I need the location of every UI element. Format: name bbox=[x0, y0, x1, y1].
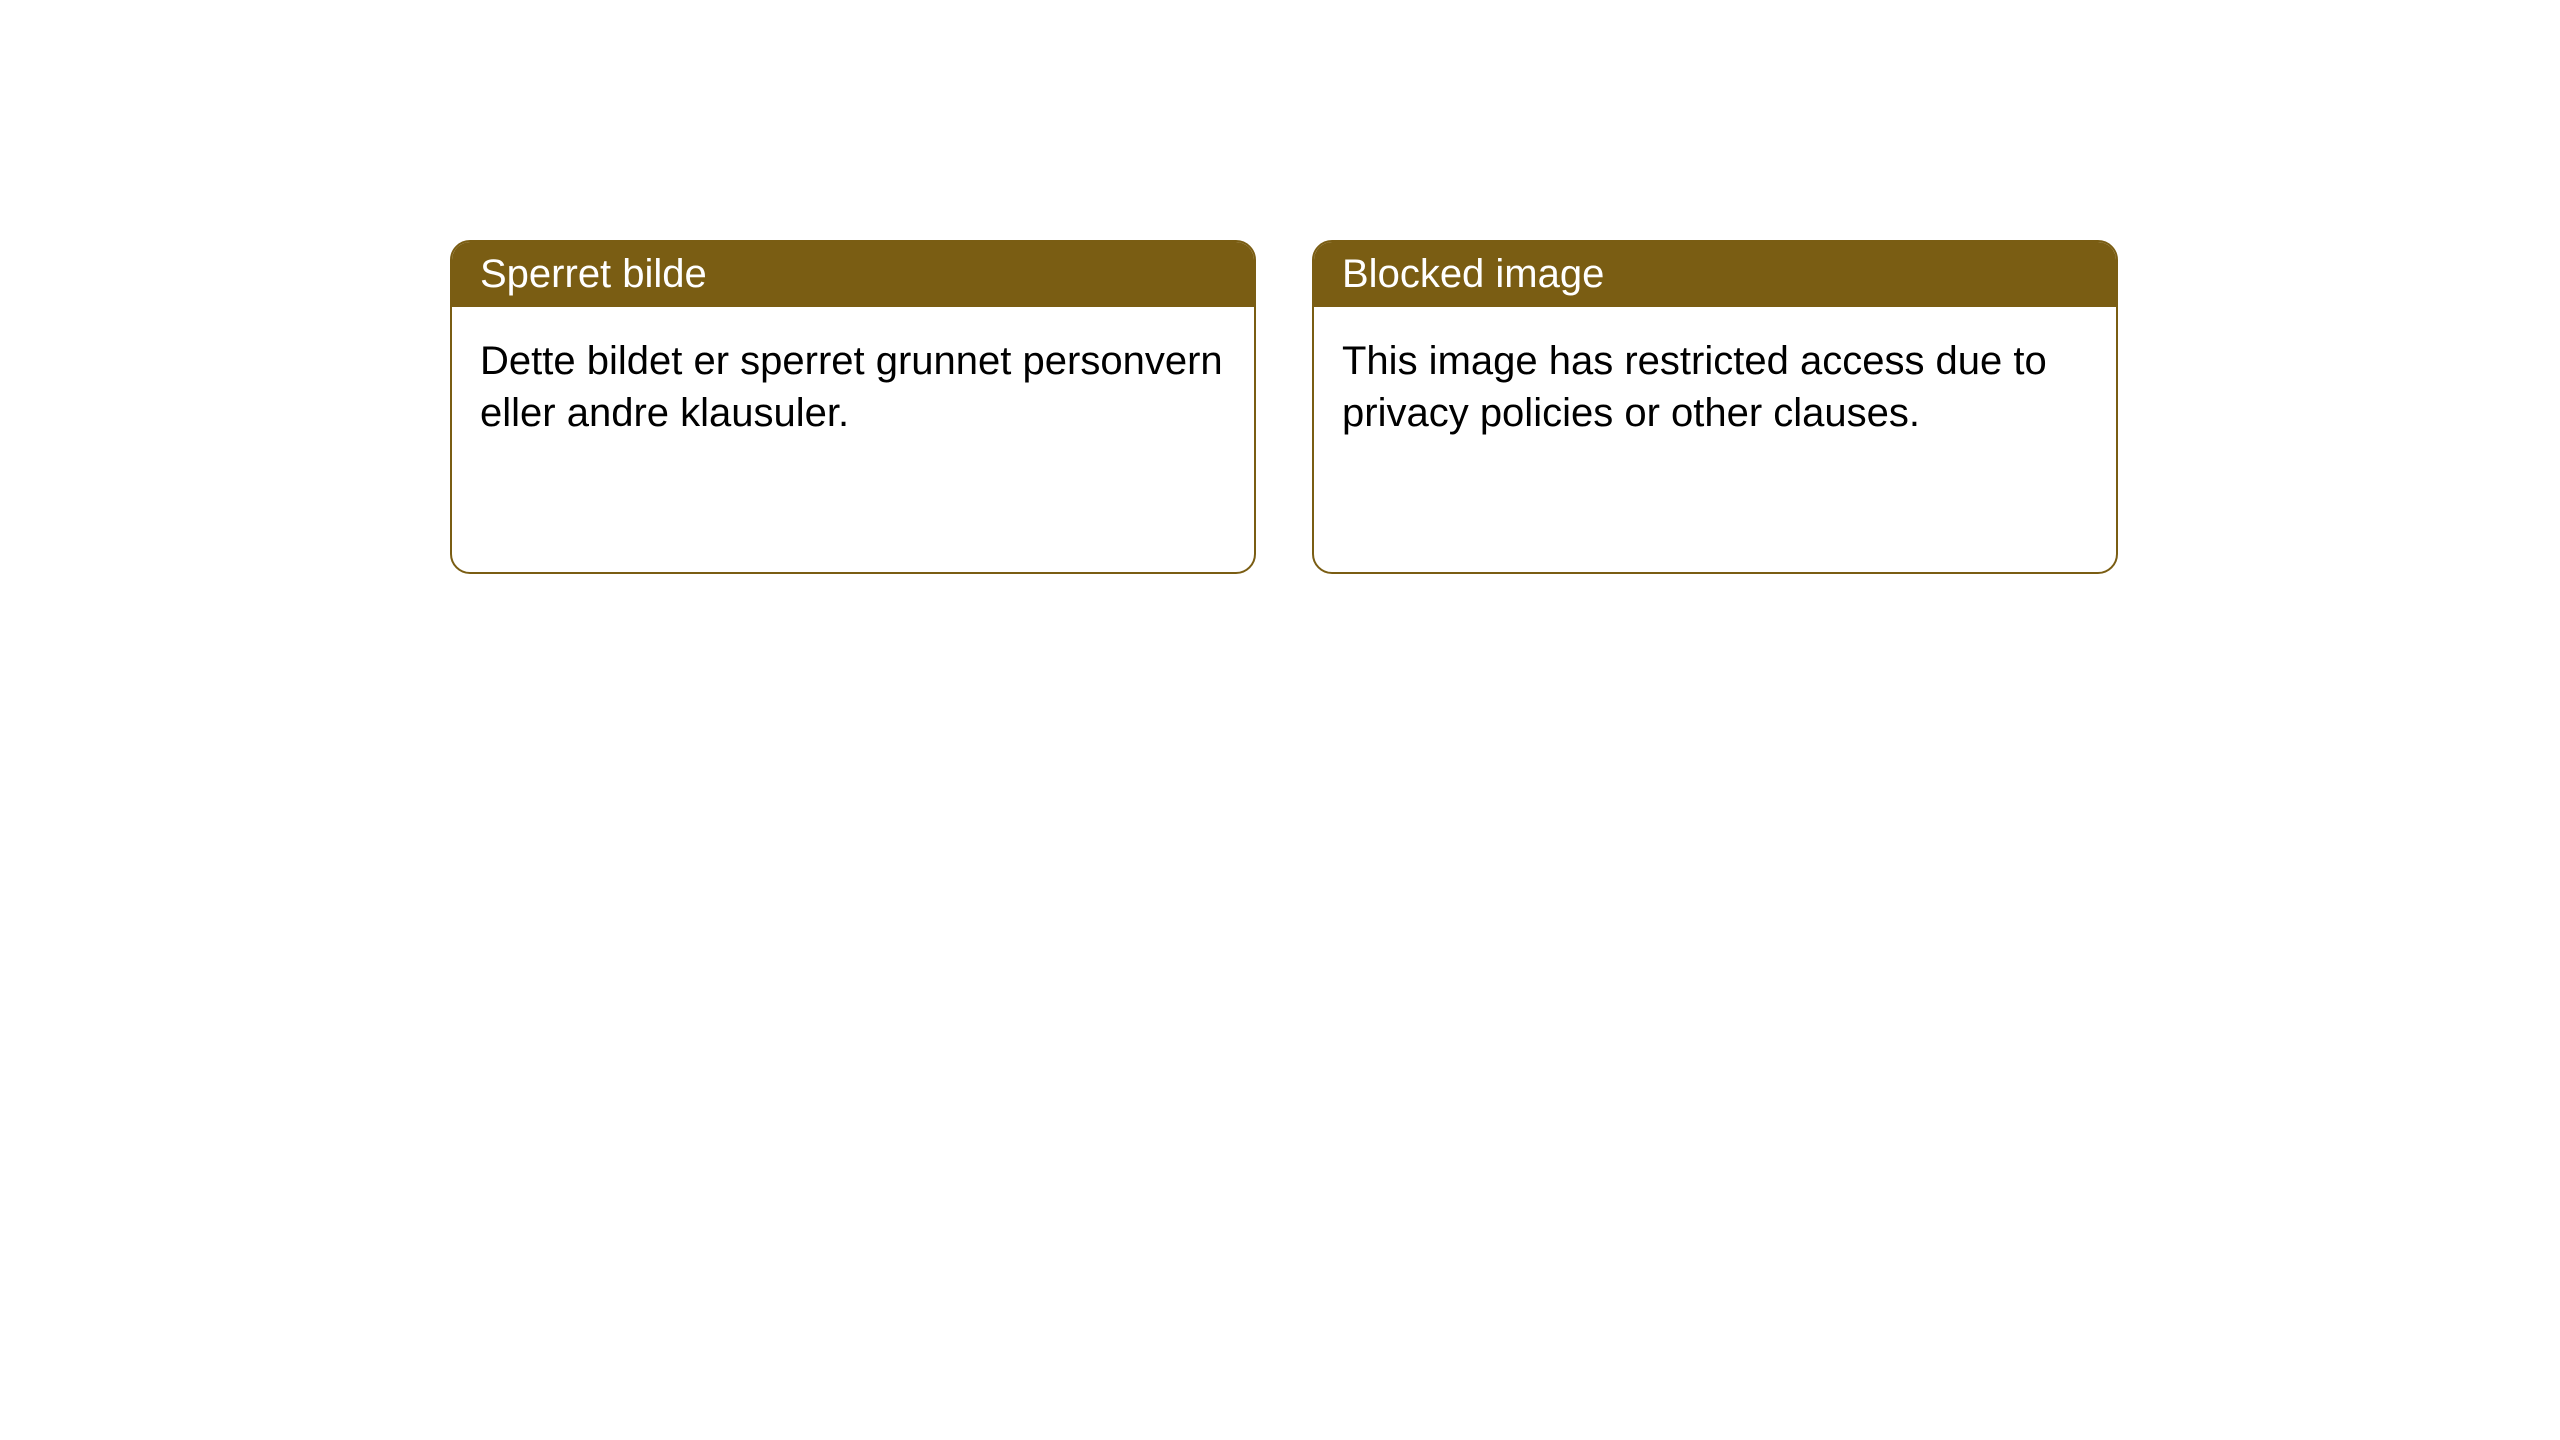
card-title: Sperret bilde bbox=[480, 252, 707, 296]
card-body: This image has restricted access due to … bbox=[1314, 307, 2116, 467]
card-body: Dette bildet er sperret grunnet personve… bbox=[452, 307, 1254, 467]
card-body-text: Dette bildet er sperret grunnet personve… bbox=[480, 339, 1223, 435]
cards-container: Sperret bilde Dette bildet er sperret gr… bbox=[0, 0, 2560, 574]
blocked-image-card-english: Blocked image This image has restricted … bbox=[1312, 240, 2118, 574]
card-body-text: This image has restricted access due to … bbox=[1342, 339, 2047, 435]
card-title: Blocked image bbox=[1342, 252, 1604, 296]
blocked-image-card-norwegian: Sperret bilde Dette bildet er sperret gr… bbox=[450, 240, 1256, 574]
card-header: Blocked image bbox=[1314, 242, 2116, 307]
card-header: Sperret bilde bbox=[452, 242, 1254, 307]
